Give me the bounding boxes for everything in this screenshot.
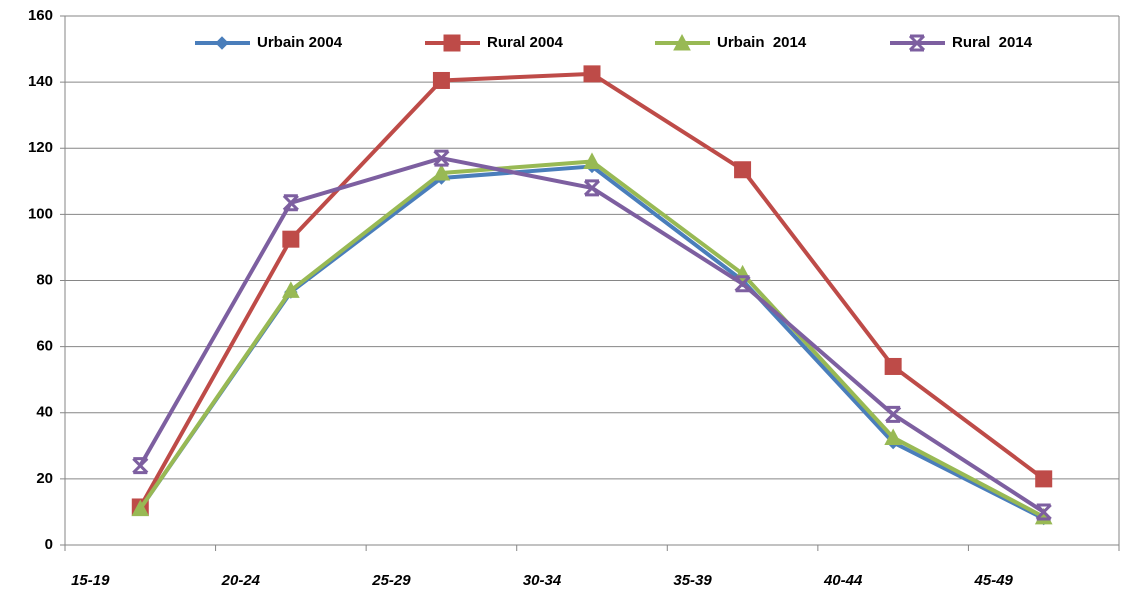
marker <box>734 275 751 293</box>
series <box>131 65 1053 516</box>
series <box>131 152 1053 525</box>
marker <box>432 163 451 181</box>
marker <box>1035 470 1053 488</box>
marker <box>673 33 691 51</box>
x-tick-label: 40-44 <box>823 572 863 589</box>
x-tick-label: 30-34 <box>523 572 562 589</box>
series-line <box>138 71 1045 508</box>
y-tick-label: 100 <box>28 205 53 222</box>
y-tick-label: 0 <box>45 536 53 553</box>
legend-label: Rural 2014 <box>952 34 1033 51</box>
x-tick-label: 20-24 <box>221 572 261 589</box>
y-tick-label: 40 <box>36 404 53 421</box>
marker <box>215 36 229 50</box>
legend-label: Urbain 2014 <box>717 34 807 51</box>
series <box>132 149 1052 521</box>
marker <box>583 152 601 169</box>
series-line <box>138 156 1045 514</box>
x-tick-label: 15-19 <box>71 572 110 589</box>
y-tick-label: 160 <box>28 7 53 24</box>
marker <box>908 34 926 52</box>
y-tick-label: 120 <box>28 139 53 156</box>
marker <box>884 357 902 375</box>
x-tick-label: 45-49 <box>974 572 1014 589</box>
marker <box>282 230 300 248</box>
marker <box>131 499 150 517</box>
legend-label: Urbain 2004 <box>257 34 343 51</box>
legend-label: Rural 2004 <box>487 34 564 51</box>
series <box>133 159 1051 526</box>
x-tick-label: 25-29 <box>371 572 411 589</box>
marker <box>282 281 300 298</box>
marker <box>1035 503 1052 521</box>
marker <box>282 194 299 212</box>
marker <box>432 71 450 89</box>
y-tick-label: 60 <box>36 338 53 355</box>
series-line <box>138 164 1045 521</box>
marker <box>734 161 752 179</box>
marker <box>583 179 601 197</box>
x-tick-label: 35-39 <box>673 572 712 589</box>
y-tick-label: 80 <box>36 271 53 288</box>
marker <box>884 428 902 446</box>
marker <box>433 149 450 167</box>
y-tick-label: 20 <box>36 470 53 487</box>
marker <box>885 405 902 423</box>
marker <box>583 65 601 83</box>
y-tick-label: 140 <box>28 73 53 90</box>
marker <box>443 34 461 52</box>
marker <box>132 457 149 475</box>
